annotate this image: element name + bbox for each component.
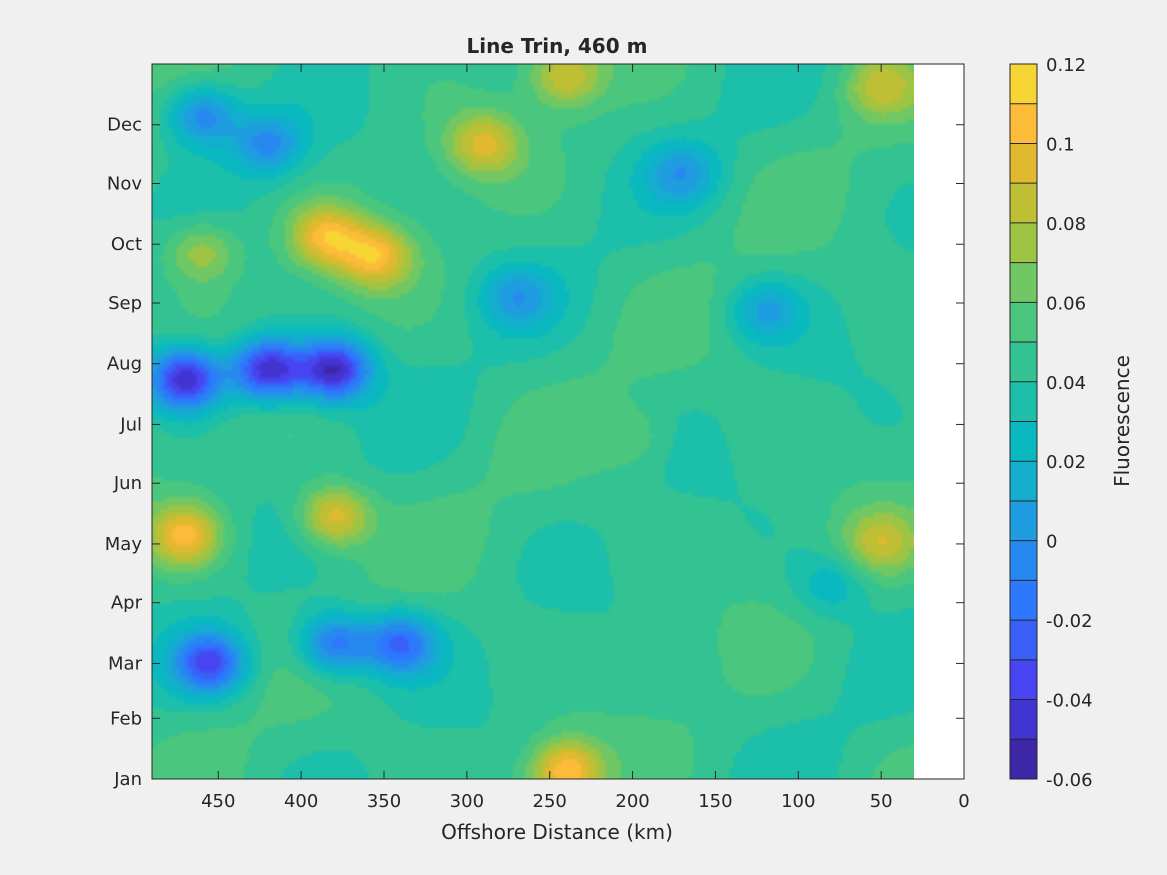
y-tick-label: Apr — [111, 593, 143, 614]
colorbar-band — [1010, 302, 1037, 343]
colorbar-label: Fluorescence — [1110, 355, 1134, 487]
x-tick-label: 300 — [450, 791, 484, 812]
x-tick-label: 400 — [284, 791, 318, 812]
y-tick-label: Mar — [108, 653, 143, 674]
colorbar-band — [1010, 143, 1037, 184]
colorbar-band — [1010, 103, 1037, 144]
chart-title: Line Trin, 460 m — [467, 34, 648, 58]
colorbar-tick-label: 0.04 — [1046, 373, 1086, 394]
x-tick-label: 0 — [958, 791, 969, 812]
y-tick-label: Jan — [113, 769, 142, 790]
y-tick-label: Sep — [108, 293, 142, 314]
colorbar-tick-label: -0.06 — [1046, 770, 1093, 791]
colorbar-border — [1009, 63, 1038, 780]
colorbar-tick-label: -0.04 — [1046, 691, 1093, 712]
colorbar-tick-label: 0 — [1046, 532, 1057, 553]
colorbar-band — [1010, 342, 1037, 382]
colorbar-band — [1010, 381, 1037, 422]
colorbar-band — [1010, 580, 1037, 621]
plot-area — [151, 63, 965, 780]
contour-field — [152, 64, 914, 779]
colorbar-band — [1010, 461, 1037, 501]
x-tick-label: 250 — [533, 791, 567, 812]
x-tick-label: 450 — [201, 791, 235, 812]
x-tick-label: 100 — [781, 791, 815, 812]
x-tick-label: 50 — [870, 791, 893, 812]
colorbar-band — [1010, 699, 1037, 740]
colorbar-band — [1010, 64, 1037, 104]
colorbar-band — [1010, 659, 1037, 700]
colorbar-band — [1010, 183, 1037, 223]
plot-border — [151, 63, 965, 780]
y-tick-label: Dec — [107, 115, 142, 136]
colorbar-band — [1010, 262, 1037, 303]
y-tick-label: Feb — [110, 708, 142, 729]
x-axis-label: Offshore Distance (km) — [441, 820, 673, 844]
x-tick-label: 150 — [698, 791, 732, 812]
colorbar-tick-label: 0.02 — [1046, 452, 1086, 473]
y-tick-label: Oct — [111, 234, 142, 255]
x-tick-label: 350 — [367, 791, 401, 812]
x-tick-label: 200 — [615, 791, 649, 812]
colorbar-band — [1010, 222, 1037, 263]
colorbar-tick-label: 0.1 — [1046, 134, 1075, 155]
y-tick-label: Jun — [113, 473, 142, 494]
colorbar-band — [1010, 421, 1037, 462]
colorbar-band — [1010, 540, 1037, 581]
colorbar-tick-label: 0.08 — [1046, 214, 1086, 235]
y-tick-label: Nov — [107, 173, 142, 194]
colorbar-tick-label: -0.02 — [1046, 611, 1093, 632]
colorbar-tick-label: 0.06 — [1046, 293, 1086, 314]
colorbar-band — [1010, 500, 1037, 541]
y-tick-label: May — [105, 534, 143, 555]
colorbar: -0.06 -0.04 -0.02 0 0.02 0.04 0.06 0.08 0.1 0.12 — [1009, 55, 1093, 791]
y-tick-label: Aug — [107, 354, 142, 375]
y-axis: Jan Feb Mar Apr May Jun Jul Aug Sep Oct Nov Dec — [105, 115, 964, 790]
x-axis: 450 400 350 300 250 200 150 100 50 0 — [201, 64, 970, 812]
colorbar-band — [1010, 620, 1037, 660]
colorbar-band — [1010, 739, 1037, 779]
y-tick-label: Jul — [119, 414, 142, 435]
colorbar-tick-label: 0.12 — [1046, 55, 1086, 76]
